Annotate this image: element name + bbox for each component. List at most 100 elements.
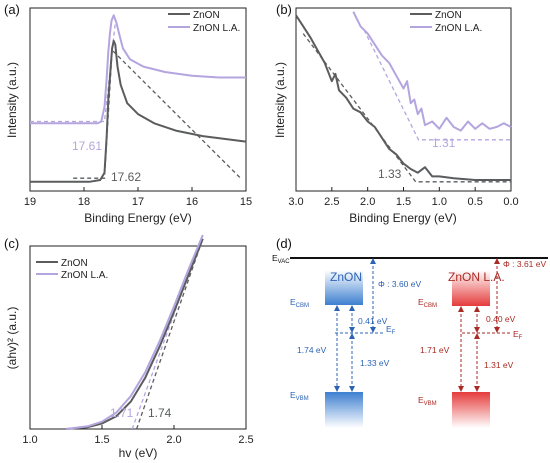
znon-phi-arrowhead-top: [370, 258, 376, 264]
x-tick-label: 2.0: [360, 196, 375, 208]
x-tick-label: 16: [186, 196, 198, 208]
panel-b-annotation-znon: 1.33: [378, 167, 402, 181]
znon-la-vbm-band: [452, 392, 490, 428]
znon-vbm-ef-arrowhead-top: [349, 333, 355, 339]
panel-a-annotation-znon: 17.62: [111, 170, 141, 184]
fit-line: [30, 22, 116, 123]
znon-la-title: ZnON L.A.: [448, 270, 505, 284]
panel-c-plot: [65, 234, 204, 430]
series-line-znon: [295, 14, 511, 181]
series-line-znon-la: [30, 14, 246, 125]
legend-label-znon: ZnON: [61, 258, 88, 269]
znon-la-band: ZnON L.A. ECBM EVBM EF Φ : 3.61 eV 0.40 …: [418, 258, 546, 428]
panel-c-ylabel: (ahv)² (a.u.): [5, 307, 19, 370]
panel-c-annotation-znon: 1.74: [148, 406, 172, 420]
x-tick-label: 2.5: [238, 434, 253, 446]
x-tick-label: 1.0: [432, 196, 447, 208]
znon-la-phi-arrowhead-bottom: [494, 327, 500, 333]
znon-title: ZnON: [330, 270, 362, 284]
panel-c-frame: [29, 245, 247, 430]
panel-b: (b) 3.0 2.5 2.0 1.5 1.0 0.5 0.0 Binding Energy…: [273, 2, 519, 225]
znon-band: ZnON ECBM EVBM EF Φ : 3.60 eV 0.41 eV 1.…: [290, 258, 421, 428]
x-tick-label: 0.5: [468, 196, 483, 208]
znon-la-gap-arrowhead-top: [458, 306, 464, 312]
legend-label-znon-la: ZnON L.A.: [193, 23, 240, 34]
znon-la-cbm-ef-value: 0.40 eV: [486, 314, 516, 324]
series-line-znon-la: [65, 234, 204, 430]
panel-b-label: (b): [276, 2, 292, 17]
panel-a-legend: ZnON ZnON L.A.: [168, 10, 240, 34]
series-line-znon-la: [352, 11, 512, 132]
znon-la-ef-label: EF: [513, 329, 523, 341]
panel-b-ylabel: Intensity (a.u.): [273, 62, 287, 138]
panel-c-xlabel: hv (eV): [119, 446, 158, 460]
panel-a-plot: [30, 14, 247, 183]
legend-label-znon-la: ZnON L.A.: [435, 23, 482, 34]
x-tick-label: 0.0: [503, 196, 518, 208]
evac-label: EVAC: [272, 253, 290, 265]
znon-la-phi-arrowhead-top: [494, 258, 500, 264]
legend-label-znon: ZnON: [435, 10, 462, 21]
znon-la-ecbm-label: ECBM: [418, 297, 437, 309]
panel-d: (d) EVAC ZnON ECBM EVBM EF Φ : 3.60 eV 0…: [272, 236, 548, 428]
x-tick-label: 1.5: [94, 434, 109, 446]
znon-vbm-ef-value: 1.33 eV: [360, 358, 390, 368]
znon-la-cbm-ef-arrowhead-top: [474, 306, 480, 312]
znon-la-gap-arrowhead-bottom: [458, 386, 464, 392]
znon-gap-arrowhead-bottom: [334, 386, 340, 392]
panel-b-ticks: 3.0 2.5 2.0 1.5 1.0 0.5 0.0: [288, 187, 519, 208]
panel-a-frame: [29, 7, 247, 192]
x-tick-label: 2.5: [324, 196, 339, 208]
panel-a: (a) 19 18 17 16 15 Binding Energy (eV) Inten…: [4, 2, 252, 225]
znon-la-vbm-ef-arrowhead-top: [474, 333, 480, 339]
znon-cbm-band: [325, 270, 363, 305]
fit-line: [73, 48, 242, 179]
znon-la-vbm-ef-value: 1.31 eV: [484, 360, 514, 370]
x-tick-label: 17: [132, 196, 144, 208]
znon-la-cbm-ef-arrowhead-bottom: [474, 327, 480, 333]
x-tick-label: 1.0: [22, 434, 37, 446]
panel-c-ticks: 1.0 1.5 2.0 2.5: [22, 425, 254, 446]
x-tick-label: 18: [78, 196, 90, 208]
fit-line: [363, 29, 511, 141]
panel-a-ticks: 19 18 17 16 15: [24, 187, 252, 208]
znon-cbm-ef-arrowhead-bottom: [349, 327, 355, 333]
znon-vbm-ef-arrowhead-bottom: [349, 386, 355, 392]
znon-gap-arrowhead-top: [334, 305, 340, 311]
panel-c-legend: ZnON ZnON L.A.: [36, 258, 108, 281]
panel-c-annotation-la: 1.71: [110, 406, 134, 420]
znon-vbm-band: [325, 392, 363, 428]
znon-la-cbm-band: [452, 270, 490, 306]
x-tick-label: 3.0: [288, 196, 303, 208]
znon-phi-arrowhead-bottom: [370, 327, 376, 333]
znon-ecbm-label: ECBM: [290, 297, 309, 309]
panel-a-xlabel: Binding Energy (eV): [84, 211, 191, 225]
znon-evbm-label: EVBM: [290, 390, 309, 402]
znon-la-evbm-label: EVBM: [418, 395, 437, 407]
legend-label-znon: ZnON: [193, 10, 220, 21]
x-tick-label: 15: [240, 196, 252, 208]
panel-b-annotation-la: 1.31: [432, 136, 456, 150]
znon-ef-label: EF: [386, 324, 396, 336]
panel-b-xlabel: Binding Energy (eV): [349, 211, 456, 225]
panel-b-plot: [295, 11, 512, 183]
znon-la-vbm-ef-arrowhead-bottom: [474, 386, 480, 392]
panel-c: (c) 1.0 1.5 2.0 2.5 hv (eV) (ahv)² (a.u.) 1…: [4, 234, 254, 460]
series-line-znon: [65, 238, 204, 430]
znon-cbm-ef-arrowhead-top: [349, 305, 355, 311]
panel-a-label: (a): [4, 2, 20, 17]
panel-a-annotation-la: 17.61: [72, 139, 102, 153]
fit-line: [302, 33, 511, 183]
znon-la-gap-value: 1.71 eV: [420, 345, 450, 355]
znon-gap-value: 1.74 eV: [297, 345, 327, 355]
znon-phi-value: Φ : 3.60 eV: [378, 279, 421, 289]
panel-d-label: (d): [276, 236, 292, 251]
panel-c-label: (c): [4, 236, 19, 251]
x-tick-label: 19: [24, 196, 36, 208]
legend-label-znon-la: ZnON L.A.: [61, 270, 108, 281]
series-line-znon: [30, 39, 247, 183]
x-tick-label: 2.0: [166, 434, 181, 446]
panel-b-legend: ZnON ZnON L.A.: [410, 10, 482, 34]
znon-cbm-ef-value: 0.41 eV: [358, 316, 388, 326]
